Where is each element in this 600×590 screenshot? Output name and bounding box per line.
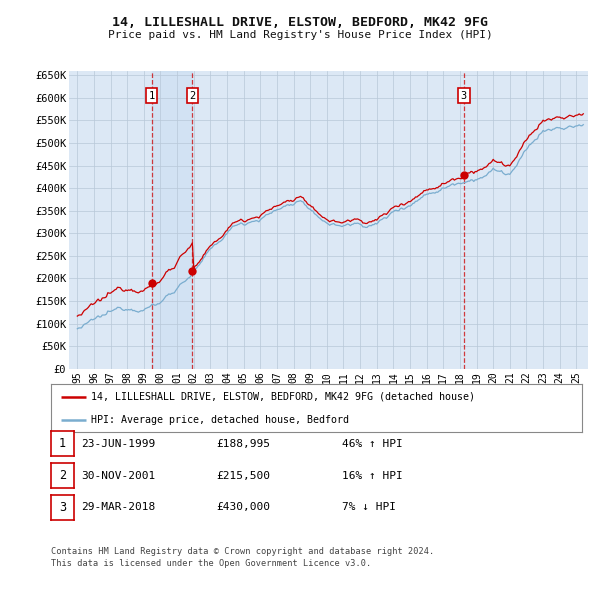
- Text: 29-MAR-2018: 29-MAR-2018: [81, 503, 155, 512]
- Text: 1: 1: [149, 91, 155, 101]
- Text: 23-JUN-1999: 23-JUN-1999: [81, 439, 155, 448]
- Text: Price paid vs. HM Land Registry's House Price Index (HPI): Price paid vs. HM Land Registry's House …: [107, 31, 493, 40]
- Text: 2: 2: [59, 469, 66, 482]
- Text: 14, LILLESHALL DRIVE, ELSTOW, BEDFORD, MK42 9FG: 14, LILLESHALL DRIVE, ELSTOW, BEDFORD, M…: [112, 16, 488, 29]
- Text: 16% ↑ HPI: 16% ↑ HPI: [342, 471, 403, 480]
- Text: 1: 1: [59, 437, 66, 450]
- Text: 7% ↓ HPI: 7% ↓ HPI: [342, 503, 396, 512]
- Bar: [152, 71, 193, 369]
- Text: 14, LILLESHALL DRIVE, ELSTOW, BEDFORD, MK42 9FG (detached house): 14, LILLESHALL DRIVE, ELSTOW, BEDFORD, M…: [91, 392, 475, 402]
- Text: Contains HM Land Registry data © Crown copyright and database right 2024.
This d: Contains HM Land Registry data © Crown c…: [51, 547, 434, 568]
- Text: 30-NOV-2001: 30-NOV-2001: [81, 471, 155, 480]
- Text: 3: 3: [59, 501, 66, 514]
- Text: £188,995: £188,995: [216, 439, 270, 448]
- Text: HPI: Average price, detached house, Bedford: HPI: Average price, detached house, Bedf…: [91, 415, 349, 425]
- Text: 46% ↑ HPI: 46% ↑ HPI: [342, 439, 403, 448]
- Text: £215,500: £215,500: [216, 471, 270, 480]
- Text: 3: 3: [461, 91, 467, 101]
- Text: 2: 2: [190, 91, 196, 101]
- Text: £430,000: £430,000: [216, 503, 270, 512]
